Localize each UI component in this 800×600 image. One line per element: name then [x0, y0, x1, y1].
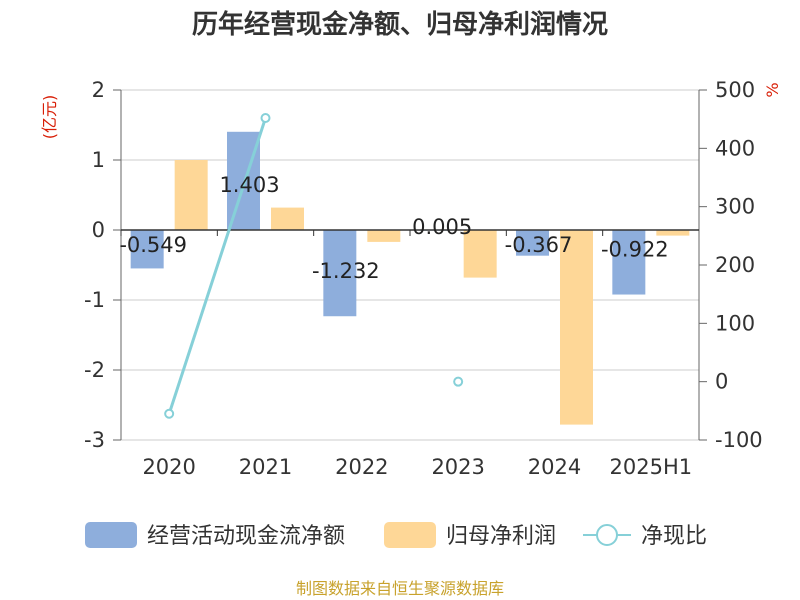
cashflow-data-label: -1.232: [312, 259, 380, 283]
chart-title: 历年经营现金净额、归母净利润情况: [192, 9, 608, 40]
right-tick-label: 100: [715, 311, 755, 335]
legend: 经营活动现金流净额 归母净利润 净现比: [85, 522, 707, 549]
left-tick-label: 1: [92, 148, 105, 172]
right-tick-label: -100: [715, 428, 763, 452]
x-tick-label: 2024: [528, 455, 581, 479]
cashflow-bar: [516, 230, 549, 256]
x-tick-label: 2022: [335, 455, 388, 479]
x-tick-label: 2020: [142, 455, 195, 479]
cashflow-data-label: 1.403: [219, 173, 279, 197]
left-tick-label: -1: [84, 288, 105, 312]
right-tick-label: 300: [715, 195, 755, 219]
cashflow-bar: [323, 230, 357, 317]
profit-bar: [463, 230, 497, 278]
legend-label: 经营活动现金流净额: [147, 524, 345, 549]
cashflow-bar: [612, 230, 646, 295]
right-tick-label: 400: [715, 136, 755, 160]
cashflow-data-label: -0.367: [505, 233, 573, 257]
profit-bar: [174, 160, 208, 230]
x-tick-label: 2021: [239, 455, 292, 479]
x-tick-label: 2023: [431, 455, 484, 479]
cashflow-bar: [130, 230, 164, 269]
x-tick-label: 2025H1: [610, 455, 693, 479]
right-tick-label: 0: [715, 370, 728, 394]
left-axis-unit: (亿元): [40, 95, 59, 140]
ratio-point: [260, 113, 271, 123]
legend-swatch-profit: [384, 522, 436, 548]
line-layer: [164, 113, 464, 419]
right-tick-label: 500: [715, 78, 755, 102]
left-tick-label: 2: [92, 78, 105, 102]
legend-label: 净现比: [641, 524, 707, 549]
cashflow-data-label: -0.922: [601, 238, 669, 262]
legend-label: 归母净利润: [446, 524, 556, 549]
ratio-point: [453, 376, 464, 387]
profit-bar: [560, 230, 593, 425]
cashflow-data-label: 0.005: [412, 215, 472, 239]
profit-bar: [656, 230, 690, 236]
legend-swatch-ratio-marker: [596, 524, 618, 546]
axis-layer: 2 1 0 -1 -2 -3 500 400 300 200 100 0 -100 2020 2021 202…: [84, 78, 763, 479]
label-layer: -0.549 1.403 -1.232 0.005 -0.367 -0.922: [119, 173, 668, 283]
legend-swatch-cashflow: [85, 522, 137, 548]
right-axis-unit: %: [763, 82, 782, 97]
left-tick-label: -3: [84, 428, 105, 452]
profit-bar: [271, 207, 304, 230]
cashflow-data-label: -0.549: [119, 233, 187, 257]
ratio-line-segment: [167, 117, 267, 415]
left-tick-label: 0: [92, 218, 105, 242]
left-tick-label: -2: [84, 358, 105, 382]
grid-layer: [121, 89, 699, 441]
profit-bar: [367, 230, 401, 242]
right-tick-label: 200: [715, 253, 755, 277]
data-source: 制图数据来自恒生聚源数据库: [296, 579, 504, 598]
ratio-point: [164, 408, 175, 419]
